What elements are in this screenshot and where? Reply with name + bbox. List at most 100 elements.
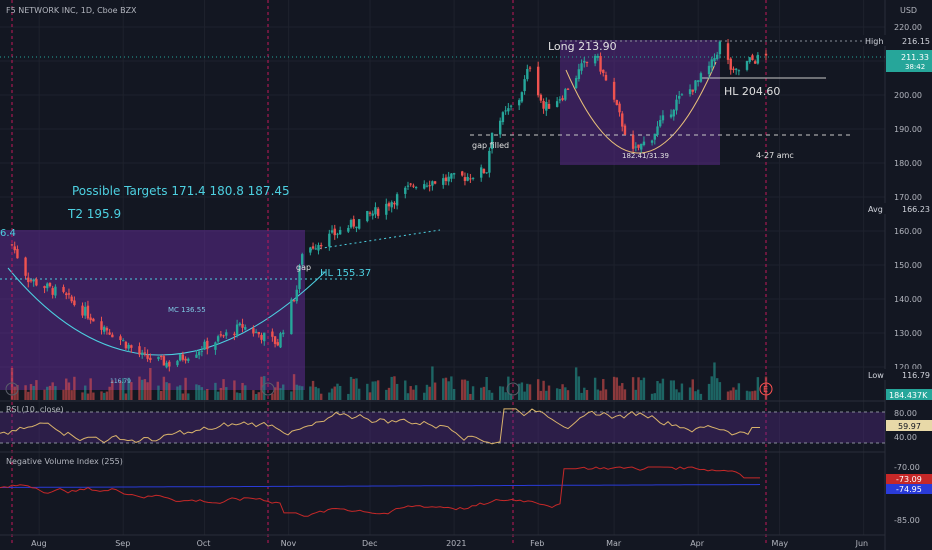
volume-bar [200, 387, 204, 400]
box-left-label: 6.4 [0, 228, 16, 239]
svg-text:Low: Low [868, 371, 884, 380]
candle [485, 172, 488, 174]
cup-arc-right [565, 61, 717, 154]
candle [65, 291, 68, 300]
volume-bar [718, 382, 722, 400]
candle [653, 133, 656, 145]
volume-bar [504, 392, 507, 400]
candle [675, 94, 678, 115]
svg-text:-73.09: -73.09 [896, 475, 922, 484]
time-tick-label: Jun [855, 539, 869, 548]
candle [517, 98, 521, 111]
volume-bar [355, 378, 358, 400]
volume-bar [29, 384, 33, 400]
nvi-blue-line [0, 484, 761, 488]
volume-bar [244, 385, 247, 400]
candle [691, 89, 694, 95]
volume-bar [162, 376, 166, 400]
volume-bar [696, 389, 700, 400]
volume-bar [482, 386, 486, 400]
volume-bar [566, 390, 570, 400]
volume-bar [734, 389, 738, 400]
volume-bar [241, 382, 244, 400]
gap-filled-label: gap filled [472, 141, 509, 150]
volume-bar [542, 380, 545, 400]
volume-bar [596, 389, 600, 400]
time-axis[interactable]: Aug Sep Oct Nov Dec 2021 Feb Mar Apr May Jun [31, 539, 868, 548]
candle [16, 245, 19, 259]
candle [748, 57, 751, 64]
nvi-title[interactable]: Negative Volume Index (255) [6, 457, 123, 466]
candle [509, 104, 513, 111]
candle [371, 210, 374, 220]
volume-bar [32, 385, 35, 400]
volume-bar [111, 380, 114, 400]
volume-bar [157, 385, 160, 400]
volume-bar [357, 388, 361, 400]
volume-bar [599, 390, 602, 400]
candle [385, 198, 388, 220]
candle [634, 142, 638, 152]
candle [48, 282, 52, 288]
svg-text:184.437K: 184.437K [889, 391, 928, 400]
volume-bar [140, 379, 144, 400]
candle [157, 356, 160, 362]
price-tick-label: 120.00 [894, 363, 922, 372]
candle [593, 54, 597, 67]
volume-bar [368, 392, 372, 400]
candle [13, 241, 16, 254]
volume-bar [699, 393, 703, 400]
candle [298, 263, 301, 294]
candle [54, 284, 57, 299]
candle [100, 316, 103, 335]
volume-bar [547, 385, 551, 400]
mc-label: MC 136.55 [168, 306, 206, 314]
hl-left-label: HL 155.37 [320, 268, 371, 279]
candle [355, 226, 358, 233]
candle [62, 284, 65, 294]
volume-bar [545, 390, 548, 400]
candle [108, 329, 111, 336]
volume-bar [507, 376, 510, 400]
candle [480, 164, 483, 182]
candle [450, 173, 453, 183]
volume-bar [526, 383, 529, 400]
candle [490, 132, 494, 154]
volume-bar [602, 379, 605, 400]
volume-bar [669, 380, 673, 400]
candle [168, 360, 171, 372]
volume-bar [301, 386, 304, 400]
volume-bar [371, 381, 374, 400]
candle [214, 341, 217, 355]
candle [566, 87, 570, 91]
volume-bar [577, 376, 581, 400]
candle [252, 325, 255, 337]
candle [678, 91, 681, 104]
volume-bar [637, 377, 640, 400]
volume-bar [618, 385, 621, 400]
candle [734, 68, 738, 75]
volume-bar [726, 391, 730, 400]
volume-bar [67, 382, 71, 400]
time-tick-label: Oct [197, 539, 211, 548]
volume-bar [466, 380, 469, 400]
volume-bar [376, 380, 380, 400]
volume-bar [143, 379, 147, 400]
candle [187, 357, 190, 364]
volume-bar [184, 377, 187, 400]
rsi-title[interactable]: RSI (10, close) [6, 405, 64, 414]
candle [159, 355, 163, 360]
candle [276, 338, 279, 347]
event-markers[interactable]: E [5, 382, 773, 396]
candle [599, 52, 602, 75]
candle [46, 282, 49, 292]
time-tick-label: Mar [606, 539, 622, 548]
volume-bar [347, 393, 350, 400]
candle [124, 340, 128, 351]
volume-bar [390, 376, 393, 400]
symbol-header[interactable]: F5 NETWORK INC, 1D, Cboe BZX [6, 6, 137, 15]
candle [222, 334, 225, 338]
volume-bar [623, 389, 627, 400]
time-tick-label: Feb [530, 539, 544, 548]
